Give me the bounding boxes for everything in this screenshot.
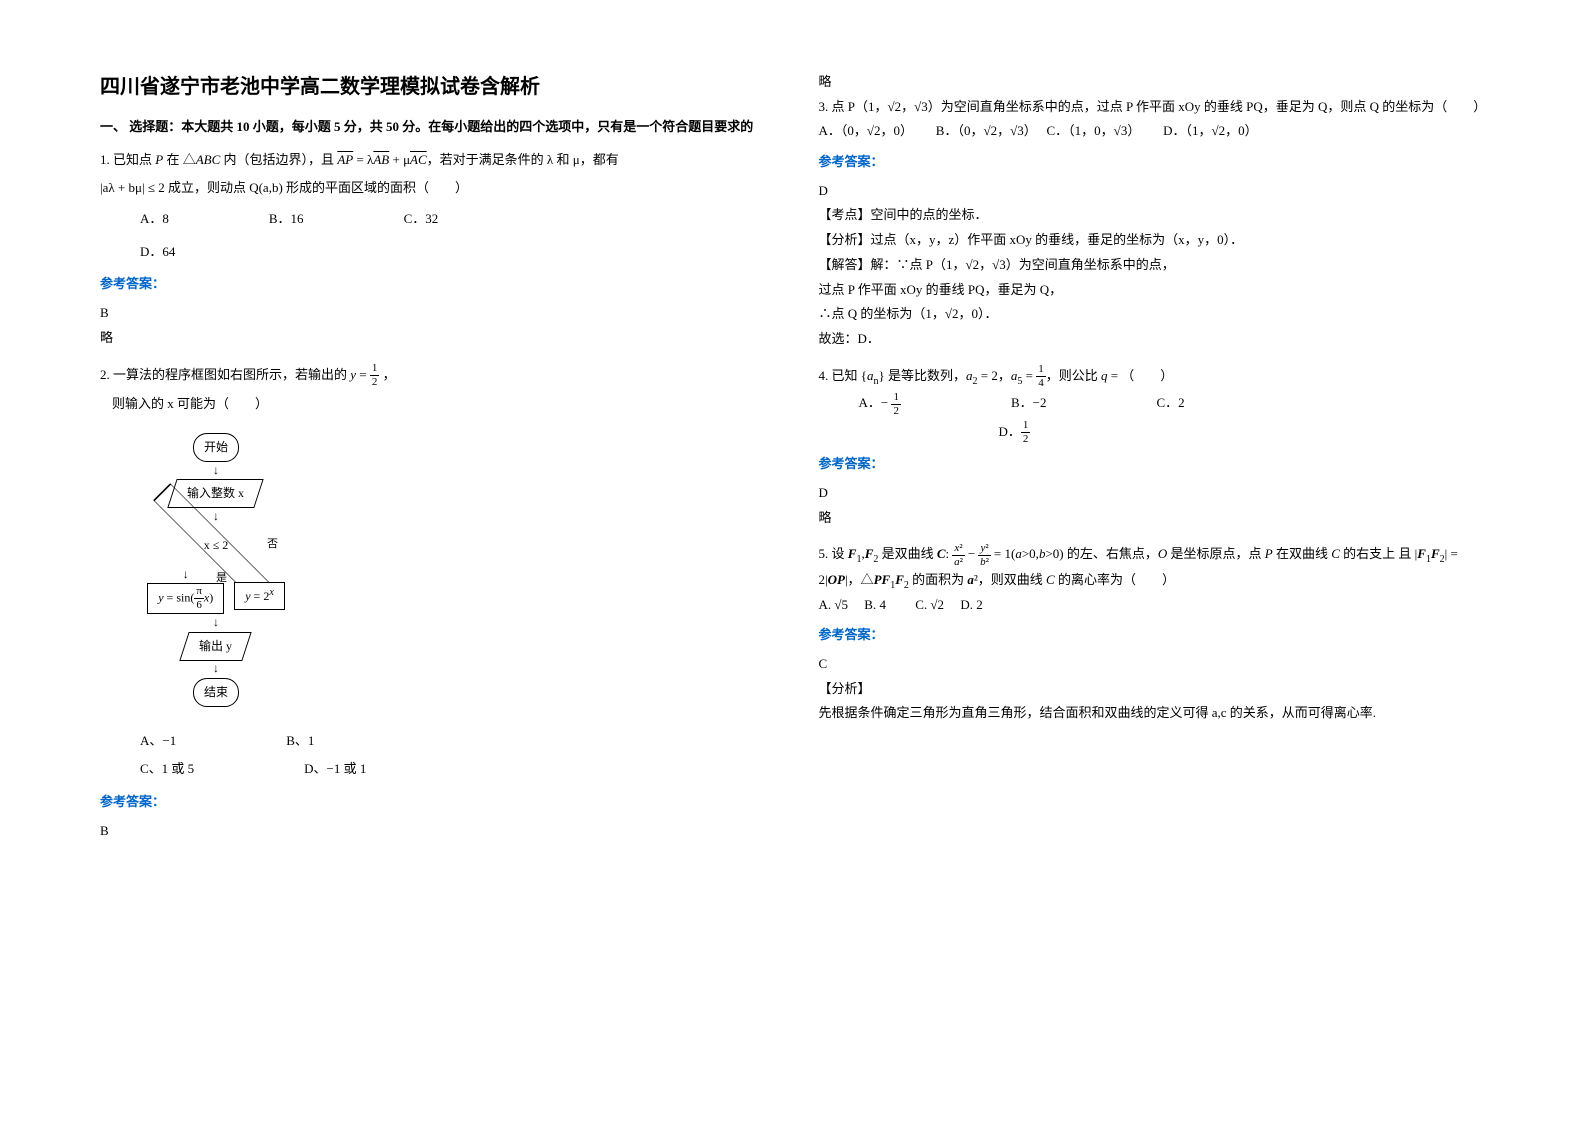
q5-opt-d: D. 2 [960,597,982,612]
question-1: 1. 已知点 P 在 △ABC 内（包括边界），且 AP = λAB + μAC… [100,148,769,351]
q4-answer-label: 参考答案： [819,452,1488,477]
q2-stem1-text: 2. 一算法的程序框图如右图所示，若输出的 [100,367,347,382]
flow-end: 结束 [193,678,239,707]
q1-options-row2: D．64 [140,238,769,267]
flow-input-text: 输入整数 x [187,482,244,505]
q3-stem: 3. 点 P（1，√2，√3）为空间直角坐标系中的点，过点 P 作平面 xOy … [819,95,1488,120]
q4-opt-d: D．12 [999,418,1488,447]
q5-stem: 5. 设 F1,F2 是双曲线 C: x²a² − y²b² = 1(a>0,b… [819,542,1488,592]
q3-p3: 【解答】解：∵点 P（1，√2，√3）为空间直角坐标系中的点， [819,253,1488,278]
q5-options: A. √5 B. 4 C. √2 D. 2 [819,593,1488,618]
q3-p1: 【考点】空间中的点的坐标． [819,203,1488,228]
flow-left-box: y = sin(π6x) [147,583,224,614]
q2-stem-1: 2. 一算法的程序框图如右图所示，若输出的 y = 12 ， [100,363,769,389]
q5-answer: C [819,652,1488,677]
q2-opt-d: D、−1 或 1 [304,755,366,784]
q5-p1: 【分析】 [819,677,1488,702]
flow-start: 开始 [193,433,239,462]
arrow-icon: ↓ [213,466,219,476]
right-column: 略 3. 点 P（1，√2，√3）为空间直角坐标系中的点，过点 P 作平面 xO… [819,70,1488,1082]
q2-answer-label: 参考答案： [100,790,769,815]
arrow-icon: ↓ [183,570,189,580]
q5-answer-label: 参考答案： [819,623,1488,648]
q2-answer: B [100,819,769,844]
q3-p4: 过点 P 作平面 xOy 的垂线 PQ，垂足为 Q， [819,278,1488,303]
q3-answer: D [819,179,1488,204]
flow-branch: ↓ y = sin(π6x) y = 2x [147,570,285,615]
q4-options: A．− 12 B．−2 C．2 D．12 [859,389,1488,446]
q3-p5: ∴点 Q 的坐标为（1，√2，0）． [819,302,1488,327]
question-2: 2. 一算法的程序框图如右图所示，若输出的 y = 12 ， 则输入的 x 可能… [100,363,769,844]
q3-opt-d: D．（1，√2，0） [1163,123,1258,138]
q3-p2: 【分析】过点（x，y，z）作平面 xOy 的垂线，垂足的坐标为（x，y，0）． [819,228,1488,253]
arrow-icon: ↓ [213,664,219,674]
flow-output: 输出 y [180,632,252,661]
q1-answer-label: 参考答案： [100,272,769,297]
q4-opt-c: C．2 [1157,389,1185,418]
q1-opt-a: A．8 [140,207,169,232]
q2-note: 略 [819,70,1488,95]
q3-opt-a: A．（0，√2，0） [819,123,907,138]
q1-answer: B [100,301,769,326]
q1-opt-c: C．32 [404,207,439,232]
q5-opt-a: A. √5 [819,597,849,612]
q1-opt-d: D．64 [140,244,175,259]
q2-stem-2: 则输入的 x 可能为（ ） [112,392,769,417]
q3-opt-b: B．（0，√2，√3） [936,123,1030,138]
flow-decision-wrap: x ≤ 2 否 是 [168,526,264,566]
q1-options-row1: A．8 B．16 C．32 [140,207,769,232]
question-3: 3. 点 P（1，√2，√3）为空间直角坐标系中的点，过点 P 作平面 xOy … [819,95,1488,352]
question-4: 4. 已知 {an} 是等比数列，a2 = 2，a5 = 14，则公比 q = … [819,364,1488,531]
flowchart: 开始 ↓ 输入整数 x ↓ x ≤ 2 否 是 ↓ y = sin(π6x) y… [116,433,316,707]
q3-answer-label: 参考答案： [819,150,1488,175]
q5-p2: 先根据条件确定三角形为直角三角形，结合面积和双曲线的定义可得 a,c 的关系，从… [819,701,1488,726]
q4-answer: D [819,481,1488,506]
q1-note: 略 [100,326,769,351]
q2-opt-b: B、1 [286,727,314,756]
flow-cond-text: x ≤ 2 [204,534,229,557]
q1-opt-b: B．16 [269,207,304,232]
q3-p6: 故选：D． [819,327,1488,352]
q3-opt-c: C．（1，0，√3） [1047,123,1134,138]
flow-right-box: y = 2x [234,582,285,611]
q5-opt-b: B. 4 [864,597,886,612]
q2-options: A、−1 B、1 C、1 或 5 D、−1 或 1 [140,727,769,784]
q2-opt-c: C、1 或 5 [140,755,194,784]
flow-branch-left: ↓ y = sin(π6x) [147,570,224,615]
q4-note: 略 [819,506,1488,531]
q4-opt-b: B．−2 [1011,389,1047,418]
section-1-head: 一、 选择题：本大题共 10 小题，每小题 5 分，共 50 分。在每小题给出的… [100,117,769,138]
question-5: 5. 设 F1,F2 是双曲线 C: x²a² − y²b² = 1(a>0,b… [819,542,1488,726]
q4-opt-a: A．− 12 [859,389,901,418]
arrow-icon: ↓ [213,618,219,628]
flow-out-text: 输出 y [199,635,232,658]
q2-opt-a: A、−1 [140,727,176,756]
q4-stem: 4. 已知 {an} 是等比数列，a2 = 2，a5 = 14，则公比 q = … [819,364,1488,390]
q1-stem-1: 1. 已知点 P 在 △ABC 内（包括边界），且 AP = λAB + μAC… [100,148,769,173]
arrow-icon: ↓ [213,512,219,522]
flow-decision: x ≤ 2 [168,526,264,566]
q3-options: A．（0，√2，0） B．（0，√2，√3） C．（1，0，√3） D．（1，√… [819,119,1488,144]
q1-stem-2: |aλ + bμ| ≤ 2 成立，则动点 Q(a,b) 形成的平面区域的面积（ … [100,176,769,201]
doc-title: 四川省遂宁市老池中学高二数学理模拟试卷含解析 [100,70,769,99]
left-column: 四川省遂宁市老池中学高二数学理模拟试卷含解析 一、 选择题：本大题共 10 小题… [100,70,769,1082]
q2-stem1b: ， [383,367,396,382]
flow-no-label: 否 [267,534,278,555]
q5-opt-c: C. √2 [915,597,944,612]
